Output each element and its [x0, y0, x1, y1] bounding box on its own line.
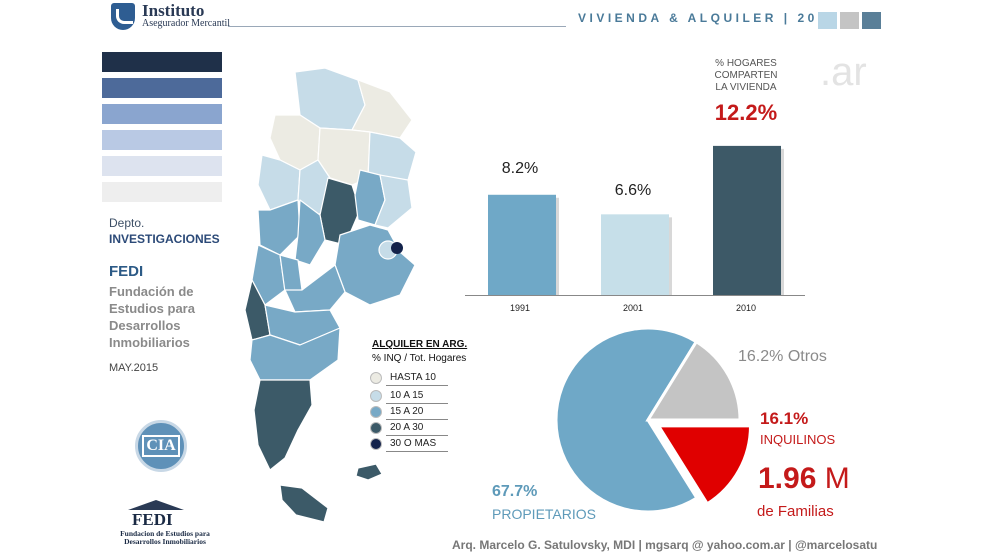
bar [488, 194, 556, 295]
map-region-mendoza [251, 244, 286, 306]
color-swatch-4 [102, 130, 222, 150]
bar-category-label: 2001 [622, 303, 644, 313]
watermark-ar: .ar [820, 50, 867, 94]
fedi-desc-line: Estudios para [109, 301, 195, 316]
fedi-desc-line: Fundación de [109, 284, 194, 299]
bar [601, 214, 669, 295]
color-swatch-5 [102, 156, 222, 176]
map-region-cordoba [294, 199, 326, 266]
map-legend-title: ALQUILER EN ARG. [372, 339, 468, 350]
color-swatch-6 [102, 182, 222, 202]
bar-value-label: 6.6% [614, 182, 652, 199]
pie-label-inquilinos: INQUILINOS [760, 432, 836, 447]
legend-dot [370, 438, 382, 450]
bar-value-label: 8.2% [501, 160, 539, 177]
fedi-desc-line: Desarrollos [109, 318, 181, 333]
bar-chart-title-line: LA VIVIENDA [715, 82, 777, 93]
map-region-san-juan [257, 199, 301, 256]
map-region-chubut [249, 327, 341, 381]
families-value: 1.96 [758, 462, 817, 495]
pie-label-inquilinos-pct: 16.1% [760, 409, 809, 428]
instituto-logo-icon [111, 3, 135, 30]
map-legend-subtitle: % INQ / Tot. Hogares [372, 353, 467, 364]
header-square-2 [840, 12, 859, 29]
argentina-map [244, 67, 417, 523]
fedi-desc-line: Inmobiliarios [109, 335, 190, 350]
pie-label-propietarios: PROPIETARIOS [492, 506, 596, 522]
cia-logo: CIA [135, 420, 187, 472]
header-square-1 [818, 12, 837, 29]
dept-name: INVESTIGACIONES [109, 232, 220, 246]
bar-category-label: 1991 [509, 303, 531, 313]
header-rule [228, 26, 566, 27]
legend-item: 15 A 20 [370, 405, 450, 421]
color-swatch-1 [102, 52, 222, 72]
map-region-buenos-aires [334, 224, 416, 306]
logo-title: Instituto [142, 1, 205, 20]
legend-item: 10 A 15 [370, 389, 450, 405]
header-square-3 [862, 12, 881, 29]
map-region-malvinas [355, 463, 383, 481]
color-swatch-2 [102, 78, 222, 98]
fedi-logo-roof-icon [128, 500, 184, 510]
fedi-heading: FEDI [109, 263, 144, 280]
pie-label-otros: 16.2% Otros [738, 348, 827, 365]
families-unit: M [824, 462, 850, 495]
page-title: VIVIENDA & ALQUILER | 2015 [578, 11, 839, 25]
map-region-santa-cruz [253, 379, 313, 471]
bar-chart-title: % HOGARES COMPARTEN LA VIVIENDA [705, 58, 787, 94]
cia-logo-text: CIA [142, 435, 180, 457]
map-region-caba [391, 242, 403, 254]
legend-dot [370, 422, 382, 434]
bar-chart [465, 145, 805, 296]
color-swatch-3 [102, 104, 222, 124]
legend-label: 30 O MAS [390, 438, 437, 449]
legend-dot [370, 372, 382, 384]
legend-label: 10 A 15 [390, 390, 424, 401]
date-label: MAY.2015 [109, 362, 159, 374]
bar [713, 145, 781, 295]
depto-label: Depto. [109, 216, 145, 230]
bar-chart-title-line: COMPARTEN [714, 70, 778, 81]
legend-dot [370, 406, 382, 418]
pie-slice [655, 424, 752, 506]
families-label: de Familias [757, 503, 834, 520]
logo-subtitle: Asegurador Mercantil [142, 18, 231, 29]
pie-slice [645, 339, 742, 422]
footer-credits: Arq. Marcelo G. Satulovsky, MDI | mgsarq… [452, 538, 878, 552]
map-region-corrientes-east [374, 174, 413, 229]
families-count: 1.96 M [758, 462, 850, 496]
map-region-tierra-del-fuego [279, 484, 329, 523]
bar-category-label: 2010 [735, 303, 757, 313]
legend-label: 15 A 20 [390, 406, 424, 417]
bar-chart-title-line: % HOGARES [715, 58, 777, 69]
legend-item: HASTA 10 [370, 371, 450, 387]
legend-label: HASTA 10 [390, 372, 436, 383]
pie-slice [554, 326, 699, 514]
pie-chart [554, 326, 752, 514]
legend-item: 30 O MAS [370, 437, 450, 453]
pie-label-propietarios-pct: 67.7% [492, 483, 538, 500]
legend-label: 20 A 30 [390, 422, 424, 433]
legend-dot [370, 390, 382, 402]
legend-item: 20 A 30 [370, 421, 450, 437]
fedi-logo-subtitle: Fundacion de Estudios para Desarrollos I… [120, 529, 210, 546]
fedi-logo-text: FEDI [132, 510, 173, 529]
bar-chart-highlight: 12.2% [714, 100, 778, 125]
